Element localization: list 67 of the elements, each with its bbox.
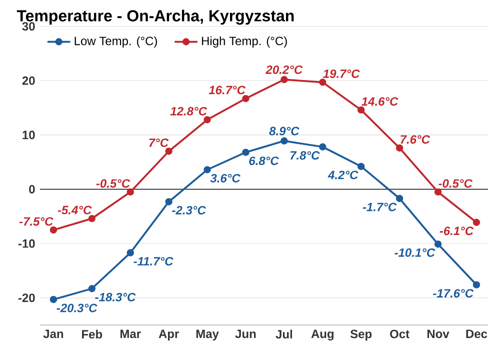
data-label: 7°C <box>149 138 169 147</box>
data-label: -6.1°C <box>440 226 474 236</box>
point <box>242 148 250 156</box>
data-label: 3.6°C <box>210 174 240 182</box>
point <box>396 194 404 202</box>
x-tick-label: Feb <box>82 330 102 339</box>
data-label: 16.7°C <box>208 86 246 94</box>
data-label: 7.6°C <box>400 135 430 144</box>
x-tick-label: May <box>196 330 219 340</box>
point <box>472 281 480 288</box>
point <box>204 116 211 124</box>
data-label: -7.5°C <box>19 217 54 226</box>
point <box>165 198 172 206</box>
point <box>472 218 480 226</box>
x-tick-label: Jan <box>43 330 64 338</box>
y-tick-label: 0 <box>29 184 35 194</box>
point <box>434 240 442 248</box>
y-tick-label: 10 <box>22 130 35 140</box>
point <box>126 188 134 196</box>
data-label: -1.7°C <box>362 202 397 212</box>
data-label: -10.1°C <box>394 248 436 257</box>
data-label: -5.4°C <box>58 206 92 214</box>
data-label: -2.3°C <box>172 206 206 215</box>
data-label: 19.7°C <box>323 69 360 78</box>
data-label: 12.8°C <box>170 106 208 116</box>
x-tick-label: Jul <box>276 330 292 339</box>
legend-label: Low Temp. (°C) <box>74 36 157 48</box>
point <box>88 285 96 292</box>
data-label: 8.9°C <box>269 126 300 136</box>
data-label: 20.2°C <box>266 65 303 74</box>
point <box>357 106 365 114</box>
data-label: 14.6°C <box>362 97 398 106</box>
point <box>280 76 288 84</box>
x-tick-label: Mar <box>120 330 141 338</box>
data-label: -0.5°C <box>96 179 130 188</box>
point <box>50 296 58 304</box>
point <box>396 144 404 152</box>
point <box>126 249 134 256</box>
x-tick-label: Nov <box>427 330 450 338</box>
point <box>434 188 442 196</box>
x-tick-label: Jun <box>235 330 256 338</box>
x-tick-label: Apr <box>158 330 179 340</box>
point <box>319 143 326 150</box>
legend-label: High Temp. (°C) <box>202 36 287 48</box>
data-label: -17.6°C <box>433 289 474 298</box>
point <box>357 162 365 170</box>
x-tick-label: Sep <box>350 330 372 341</box>
data-label: -0.5°C <box>438 179 473 188</box>
data-label: -20.3°C <box>56 304 98 312</box>
point <box>88 214 96 222</box>
y-tick-label: -20 <box>18 294 35 302</box>
point <box>204 166 211 174</box>
point <box>165 148 172 155</box>
x-tick-label: Dec <box>466 330 488 338</box>
data-label: -11.7°C <box>134 257 174 266</box>
y-tick-label: -10 <box>18 239 35 248</box>
data-label: 7.8°C <box>290 151 320 160</box>
x-tick-label: Oct <box>390 330 410 338</box>
data-label: -18.3°C <box>95 292 136 302</box>
point <box>280 137 288 145</box>
data-label: 6.8°C <box>249 156 279 166</box>
x-tick-label: Aug <box>311 330 334 341</box>
point <box>242 94 250 102</box>
point <box>50 226 58 234</box>
point <box>319 78 326 86</box>
data-label: 4.2°C <box>328 170 358 180</box>
y-tick-label: 20 <box>22 76 35 85</box>
